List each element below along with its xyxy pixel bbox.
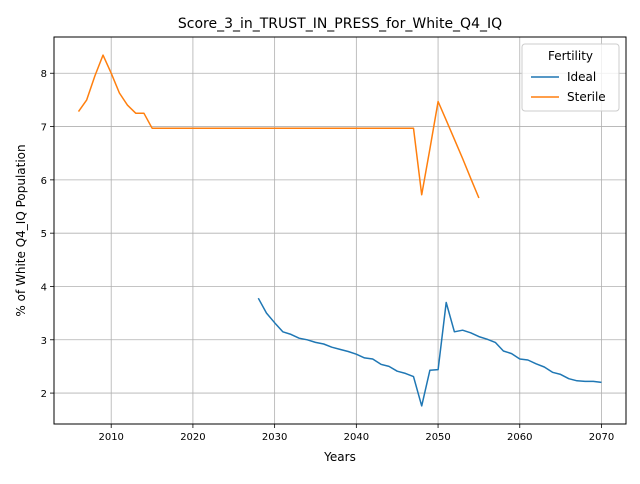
y-axis-ticks: 2 3 4 5 6 7 8 — [41, 69, 54, 400]
legend-title: Fertility — [548, 49, 593, 63]
y-tick-label: 6 — [41, 176, 47, 187]
series-lines — [77, 54, 602, 407]
x-tick-label: 2060 — [507, 432, 532, 443]
series-line-ideal — [257, 297, 602, 407]
series-line-sterile — [77, 54, 480, 199]
y-tick-label: 3 — [41, 336, 47, 347]
y-tick-label: 4 — [41, 282, 47, 293]
x-tick-label: 2020 — [180, 432, 205, 443]
legend-items: Ideal Sterile — [531, 70, 606, 104]
y-tick-label: 5 — [41, 229, 47, 240]
x-tick-label: 2010 — [98, 432, 123, 443]
legend-label-sterile: Sterile — [567, 90, 606, 104]
plot-area-frame — [53, 36, 627, 425]
legend-box — [521, 43, 620, 112]
x-axis-ticks: 2010 2020 2030 2040 2050 2060 2070 — [98, 424, 614, 443]
x-tick-label: 2040 — [344, 432, 369, 443]
x-tick-label: 2070 — [589, 432, 614, 443]
y-tick-label: 7 — [41, 123, 47, 134]
y-tick-label: 8 — [41, 69, 47, 80]
y-tick-label: 2 — [41, 389, 47, 400]
chart-title: Score_3_in_TRUST_IN_PRESS_for_White_Q4_I… — [178, 16, 502, 32]
x-tick-label: 2030 — [262, 432, 287, 443]
legend-label-ideal: Ideal — [567, 70, 596, 84]
y-axis-label: % of White Q4_IQ Population — [14, 144, 28, 316]
x-tick-label: 2050 — [425, 432, 450, 443]
grid — [54, 37, 626, 424]
legend: Fertility Ideal Sterile — [521, 43, 620, 112]
x-axis-label: Years — [323, 450, 356, 464]
